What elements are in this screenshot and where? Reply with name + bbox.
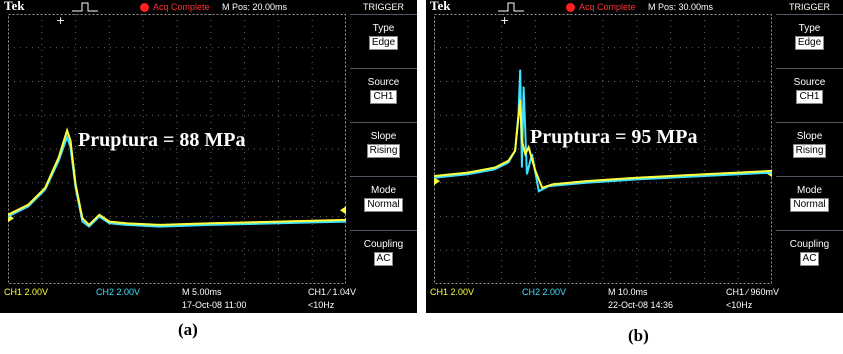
datetime: 17-Oct-08 11:00: [182, 300, 247, 310]
trigger-frequency: <10Hz: [308, 300, 335, 310]
trigger-position-icon[interactable]: +: [500, 14, 509, 27]
menu-title: TRIGGER: [362, 2, 404, 12]
menu-label: Type: [798, 23, 821, 34]
menu-slope-button[interactable]: Slope Rising: [776, 122, 843, 175]
graticule-border: [434, 14, 772, 284]
ground-marker-icon[interactable]: [434, 177, 440, 186]
trigger-frequency: <10Hz: [726, 300, 753, 310]
status-bar: Tek Acq Complete M Pos: 30.00ms TRIGGER: [426, 0, 843, 14]
trigger-readout: CH1 ∕ 1.04V: [308, 287, 357, 297]
menu-coupling-button[interactable]: Coupling AC: [776, 230, 843, 283]
menu-label: Coupling: [363, 239, 404, 250]
menu-value: CH1: [796, 90, 823, 104]
trigger-position-icon[interactable]: +: [56, 14, 65, 27]
oscilloscope-b: Tek Acq Complete M Pos: 30.00ms TRIGGER …: [426, 0, 843, 313]
menu-label: Type: [372, 23, 395, 34]
waveform-display: + Pruptura = 88 MPa: [8, 14, 346, 284]
acquisition-indicator-icon: [566, 3, 575, 12]
trigger-level-icon[interactable]: [340, 206, 346, 215]
menu-label: Slope: [796, 131, 823, 142]
trigger-readout: CH1 ∕ 960mV: [726, 287, 780, 297]
menu-mode-button[interactable]: Mode Normal: [350, 176, 417, 229]
waveform-display: + Pruptura = 95 MPa: [434, 14, 772, 284]
menu-value: Edge: [368, 36, 399, 50]
horizontal-position: M Pos: 20.00ms: [222, 2, 288, 12]
trigger-menu: Type Edge Source CH1 Slope Rising Mode N…: [350, 14, 417, 284]
horizontal-position: M Pos: 30.00ms: [648, 2, 714, 12]
menu-type-button[interactable]: Type Edge: [776, 14, 843, 67]
ch1-scale: CH1 2.00V: [4, 287, 49, 297]
readout-bar: CH1 2.00V CH2 2.00V M 10.0ms CH1 ∕ 960mV…: [426, 286, 843, 313]
annotation-text: Pruptura = 88 MPa: [78, 129, 246, 151]
menu-source-button[interactable]: Source CH1: [350, 68, 417, 121]
ch2-scale: CH2 2.00V: [522, 287, 567, 297]
brand-logo: Tek: [430, 0, 451, 13]
trigger-status-icon: [72, 2, 98, 12]
menu-value: AC: [373, 252, 394, 266]
timebase: M 10.0ms: [608, 287, 648, 297]
caption-a: (a): [178, 320, 198, 339]
menu-coupling-button[interactable]: Coupling AC: [350, 230, 417, 283]
acquisition-indicator-icon: [140, 3, 149, 12]
ch1-waveform: [8, 127, 346, 227]
menu-value: Normal: [790, 198, 829, 212]
graticule: +: [434, 14, 772, 284]
timebase: M 5.00ms: [182, 287, 222, 297]
annotation-text: Pruptura = 95 MPa: [530, 126, 698, 148]
ch2-waveform: [434, 69, 772, 193]
menu-value: CH1: [370, 90, 397, 104]
ch2-waveform: [8, 134, 346, 228]
oscilloscope-a: Tek Acq Complete M Pos: 20.00ms TRIGGER …: [0, 0, 417, 313]
graticule: +: [8, 14, 346, 284]
menu-label: Slope: [370, 131, 397, 142]
menu-type-button[interactable]: Type Edge: [350, 14, 417, 67]
ch1-scale: CH1 2.00V: [430, 287, 475, 297]
menu-value: Rising: [792, 144, 827, 158]
acq-status: Acq Complete: [579, 2, 636, 12]
trigger-status-icon: [498, 2, 524, 12]
menu-value: AC: [799, 252, 820, 266]
menu-label: Source: [793, 77, 826, 88]
ch2-scale: CH2 2.00V: [96, 287, 141, 297]
menu-source-button[interactable]: Source CH1: [776, 68, 843, 121]
menu-value: Rising: [366, 144, 401, 158]
menu-value: Edge: [794, 36, 825, 50]
trigger-menu: Type Edge Source CH1 Slope Rising Mode N…: [776, 14, 843, 284]
graticule-border: [8, 14, 346, 284]
ch1-waveform: [434, 99, 772, 190]
menu-title: TRIGGER: [788, 2, 830, 12]
readout-bar: CH1 2.00V CH2 2.00V M 5.00ms CH1 ∕ 1.04V…: [0, 286, 417, 313]
menu-value: Normal: [364, 198, 403, 212]
caption-b: (b): [628, 326, 649, 345]
acq-status: Acq Complete: [153, 2, 210, 12]
menu-label: Mode: [370, 185, 396, 196]
status-bar: Tek Acq Complete M Pos: 20.00ms TRIGGER: [0, 0, 417, 14]
menu-label: Mode: [796, 185, 822, 196]
menu-mode-button[interactable]: Mode Normal: [776, 176, 843, 229]
datetime: 22-Oct-08 14:36: [608, 300, 674, 310]
menu-slope-button[interactable]: Slope Rising: [350, 122, 417, 175]
menu-label: Source: [367, 77, 400, 88]
brand-logo: Tek: [4, 0, 25, 13]
menu-label: Coupling: [789, 239, 830, 250]
